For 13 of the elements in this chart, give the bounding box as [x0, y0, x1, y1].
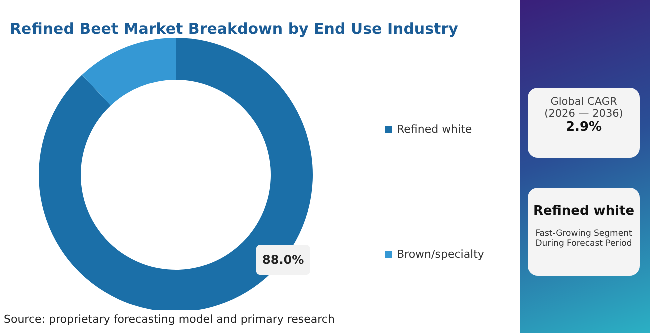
- donut-slice: [82, 38, 176, 106]
- donut-slice: [39, 38, 313, 310]
- text: 2.9%: [564, 120, 604, 135]
- text: Global CAGR: [550, 96, 618, 108]
- text: Refined white: [532, 204, 636, 219]
- text: (2026 — 2036): [544, 108, 624, 120]
- text: Fast-Growing Segment: [534, 229, 634, 239]
- text: During Forecast Period: [534, 239, 634, 249]
- source-note: Source: proprietary forecasting model and primary research: [4, 313, 335, 326]
- legend-label: Brown/specialty: [397, 248, 484, 261]
- legend-label: Refined white: [397, 123, 472, 136]
- data-label: 88.0%: [262, 253, 304, 268]
- chart-title: Refined Beet Market Breakdown by End Use Industry: [10, 20, 458, 38]
